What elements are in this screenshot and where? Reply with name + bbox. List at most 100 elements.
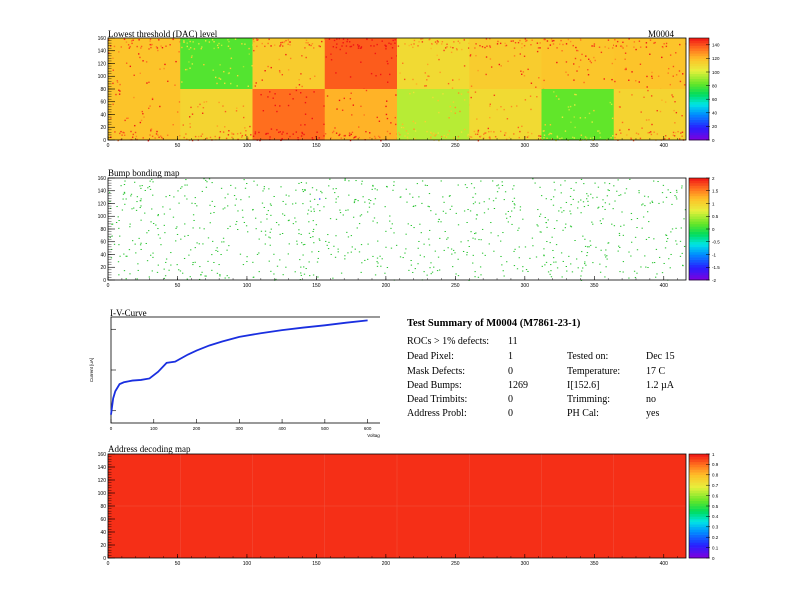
defect-bump [570, 263, 572, 265]
defect-bump [205, 275, 207, 277]
pixel-speckle [269, 138, 271, 141]
defect-bump [269, 244, 271, 246]
defect-bump [275, 278, 277, 280]
defect-bump [481, 252, 484, 254]
pixel-speckle [413, 43, 415, 45]
pixel-speckle [295, 131, 298, 133]
summary-rocs-label: ROCs > 1% defects: [407, 336, 490, 347]
pixel-speckle [161, 46, 164, 49]
pixel-speckle [665, 45, 668, 48]
color-scale-label: -1 [712, 252, 716, 257]
defect-bump [140, 242, 142, 244]
pixel-speckle [631, 71, 633, 73]
defect-bump [276, 265, 279, 267]
color-scale-band [689, 111, 709, 115]
pixel-speckle [404, 135, 406, 137]
defect-bump [354, 199, 356, 201]
pixel-speckle [468, 42, 470, 45]
defect-bump [405, 188, 407, 190]
defect-bump [505, 213, 507, 215]
pixel-speckle [406, 136, 409, 138]
pixel-speckle [245, 130, 247, 132]
pixel-speckle [158, 39, 160, 41]
pixel-speckle [454, 112, 457, 114]
pixel-speckle [626, 45, 628, 47]
color-scale-band [689, 109, 709, 113]
pixel-speckle [252, 38, 255, 41]
pixel-speckle [593, 56, 595, 59]
defect-bump [592, 262, 594, 264]
pixel-speckle [430, 137, 432, 139]
defect-bump [381, 258, 383, 260]
pixel-speckle [188, 61, 190, 63]
pixel-speckle [279, 45, 281, 47]
axes: 0 50 100 150 200 250 300 350 4000204060801001201… [98, 176, 687, 289]
defect-bump [454, 252, 456, 254]
iv-plot: 0100200300400500600Voltage [V]Current [u… [89, 316, 380, 438]
pixel-speckle [132, 133, 134, 136]
defect-bump [565, 201, 568, 203]
defect-bump [170, 252, 172, 254]
defect-bump [642, 216, 645, 218]
defect-bump [621, 211, 623, 213]
pixel-speckle [216, 125, 219, 127]
pixel-speckle [489, 45, 491, 47]
pixel-speckle [360, 61, 362, 63]
pixel-speckle [615, 133, 617, 136]
defect-bump [122, 193, 125, 195]
defect-bump [312, 228, 315, 230]
defect-bump [549, 273, 551, 275]
pixel-speckle [389, 132, 391, 135]
pixel-speckle [580, 134, 583, 136]
defect-bump [536, 224, 538, 226]
defect-bump [618, 194, 620, 196]
defect-bump [149, 188, 152, 190]
pixel-speckle [432, 96, 434, 99]
defect-bump [368, 206, 371, 208]
pixel-speckle [281, 41, 284, 44]
defect-bump [628, 277, 630, 279]
pixel-speckle [486, 45, 488, 47]
pixel-speckle [282, 131, 284, 133]
pixel-speckle [672, 75, 674, 77]
defect-bump [395, 244, 398, 246]
pixel-speckle [129, 65, 132, 68]
color-scale-band [689, 511, 709, 515]
pixel-speckle [301, 131, 303, 134]
pixel-speckle [197, 106, 199, 108]
pixel-speckle [151, 98, 154, 101]
pixel-speckle [116, 79, 119, 82]
pixel-speckle [178, 51, 180, 53]
pixel-speckle [389, 73, 391, 76]
defect-bump [152, 194, 154, 196]
pixel-speckle [305, 56, 307, 59]
pixel-speckle [487, 127, 489, 130]
x-tick-label: 350 [590, 283, 599, 289]
defect-bump [360, 244, 363, 246]
defect-bump [468, 246, 470, 248]
defect-bump [393, 181, 395, 183]
pixel-speckle [457, 135, 460, 138]
defect-bump [428, 193, 431, 195]
pixel-speckle [274, 93, 276, 95]
pixel-speckle [675, 52, 677, 54]
defect-bump [475, 218, 477, 220]
defect-bump [370, 200, 372, 202]
defect-bump [414, 205, 417, 207]
pixel-speckle [154, 137, 156, 139]
pixel-speckle [213, 41, 215, 43]
pixel-speckle [427, 75, 429, 77]
pixel-speckle [324, 133, 327, 135]
pixel-speckle [358, 126, 360, 128]
pixel-speckle [414, 130, 417, 132]
defect-bump [602, 218, 604, 220]
pixel-speckle [360, 105, 362, 108]
pixel-speckle [489, 105, 491, 107]
defect-bump [553, 181, 555, 183]
defect-bump [227, 228, 229, 230]
y-tick-label: 140 [98, 189, 107, 195]
color-scale-label: 0.5 [712, 214, 719, 219]
defect-bump [129, 223, 131, 225]
color-scale-frame [688, 37, 710, 141]
defect-bump [165, 261, 167, 263]
